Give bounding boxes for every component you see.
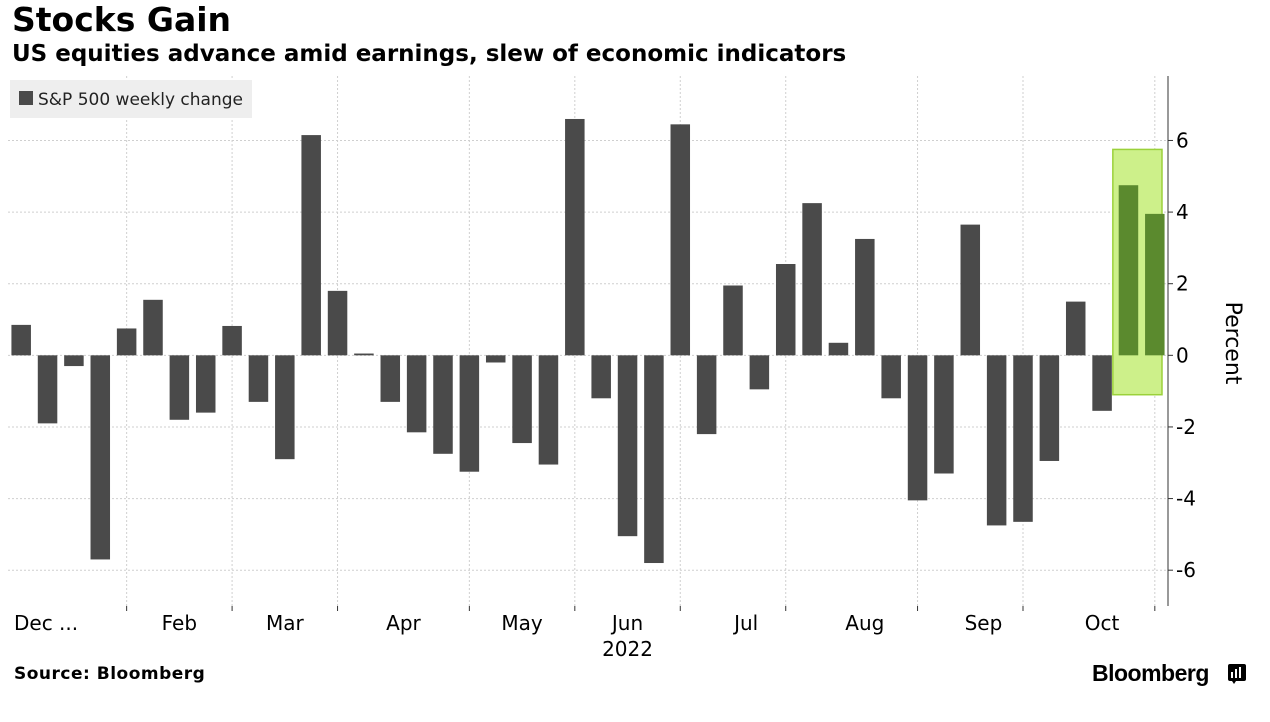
bar [565,118,585,356]
bar [591,355,611,399]
bar [881,355,901,399]
bar [1118,185,1139,356]
y-tick-label: -6 [1176,558,1196,582]
bar [670,124,691,356]
bloomberg-logo: Bloomberg [1092,660,1209,686]
bar [143,299,163,356]
bar [960,224,981,356]
legend-swatch [19,91,33,105]
bar [485,355,506,363]
bar [538,355,559,465]
x-tick-label: Jul [732,611,758,635]
bar [644,355,664,564]
x-axis-label: 2022 [602,637,653,661]
bar [512,355,532,444]
bar [90,355,111,560]
y-tick-label: -4 [1176,487,1196,511]
bar [1013,355,1033,522]
x-tick-label: Apr [386,611,421,635]
x-tick-label: Dec ... [14,611,78,635]
legend-label: S&P 500 weekly change [38,90,243,110]
bar [195,355,216,413]
bar [327,290,348,356]
bar [828,342,849,356]
bar [248,355,269,402]
x-tick-label: Mar [266,611,305,635]
source-note: Source: Bloomberg [14,664,206,684]
bar [406,355,427,433]
y-tick-label: 2 [1176,272,1189,296]
y-tick-label: 4 [1176,200,1189,224]
y-tick-label: 6 [1176,128,1189,152]
bar [1092,355,1112,411]
x-tick-label: Feb [162,611,197,635]
bar [775,264,796,356]
x-tick-label: Jun [610,611,643,635]
bar [301,135,321,356]
bar [169,355,190,420]
bar [11,324,31,356]
bar [986,355,1007,526]
y-axis-label: Percent [1220,302,1245,385]
bloomberg-mark-icon [1228,664,1246,684]
y-tick-label: -2 [1176,415,1196,439]
legend-box [10,80,252,118]
x-tick-label: Aug [845,611,884,635]
bar [855,238,875,356]
bar [116,328,137,356]
bar [907,355,928,501]
bar [617,355,638,537]
y-tick-label: 0 [1176,343,1189,367]
x-tick-label: Sep [965,611,1003,635]
bar [1145,213,1165,356]
bar [64,355,84,367]
x-tick-label: Oct [1085,611,1120,635]
bar [37,355,58,424]
bar [380,355,401,402]
chart-title: Stocks Gain [12,0,232,39]
chart-subtitle: US equities advance amid earnings, slew … [12,41,847,67]
bar [275,355,295,460]
bar [433,355,453,454]
bar [222,325,242,356]
bar [749,355,770,390]
bar [354,353,374,356]
bar [696,355,717,435]
bar [802,203,822,356]
bar [1039,355,1060,461]
x-tick-label: May [501,611,543,635]
bar [934,355,954,474]
bar [459,355,480,472]
bar [723,285,743,356]
bar [1065,301,1086,356]
